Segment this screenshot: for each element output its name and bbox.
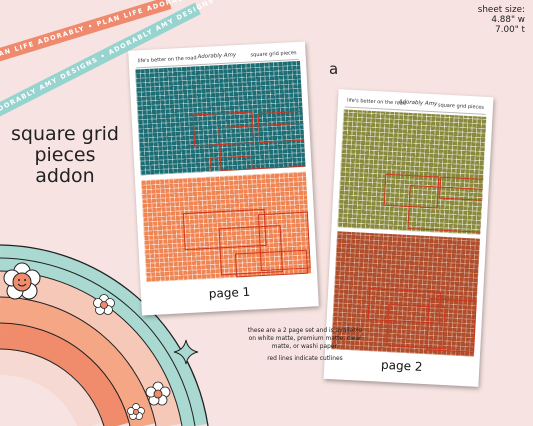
- product-title: square grid pieces addon: [0, 124, 130, 187]
- grid-panel-olive: [337, 109, 487, 235]
- title-line-3: addon: [35, 165, 95, 187]
- grid-panel-teal: [135, 60, 306, 176]
- smiley-flower-icon: [3, 262, 41, 300]
- flower-icon: [127, 403, 145, 420]
- cutline: [426, 298, 477, 353]
- sheet-size-info: sheet size: 4.88" w 7.00" t: [478, 5, 525, 35]
- sheet-size-width: 4.88" w: [491, 15, 525, 25]
- cutline: [234, 249, 309, 278]
- sparkle-icon: [173, 339, 199, 365]
- cutline: [257, 110, 306, 144]
- variant-letter: a: [329, 60, 339, 78]
- sheet-header-right: square grid pieces: [250, 50, 297, 59]
- sheet-page-1: life's better on the road Adorably Amy s…: [128, 41, 319, 316]
- sheet-size-label: sheet size:: [477, 5, 525, 15]
- sheet-size-height: 7.00" t: [495, 25, 525, 35]
- sheet-header-left: life's better on the road: [346, 97, 407, 107]
- title-line-2: pieces: [34, 144, 96, 166]
- grid-panel-orange: [140, 171, 312, 283]
- cutline: [439, 176, 485, 201]
- sheet-header-brand: Adorably Amy: [197, 52, 237, 61]
- sheet-header-right: square grid pieces: [437, 102, 485, 111]
- flower-icon: [145, 381, 171, 406]
- page-label: page 1: [208, 284, 251, 301]
- flower-icon: [93, 294, 115, 315]
- product-info: these are a 2 page set and is available …: [246, 327, 364, 367]
- title-line-1: square grid: [11, 123, 119, 145]
- sheet-header-left: life's better on the road: [137, 55, 197, 65]
- info-availability: these are a 2 page set and is available …: [247, 328, 363, 350]
- info-cutlines: red lines indicate cutlines: [267, 356, 343, 362]
- cutline: [209, 155, 253, 174]
